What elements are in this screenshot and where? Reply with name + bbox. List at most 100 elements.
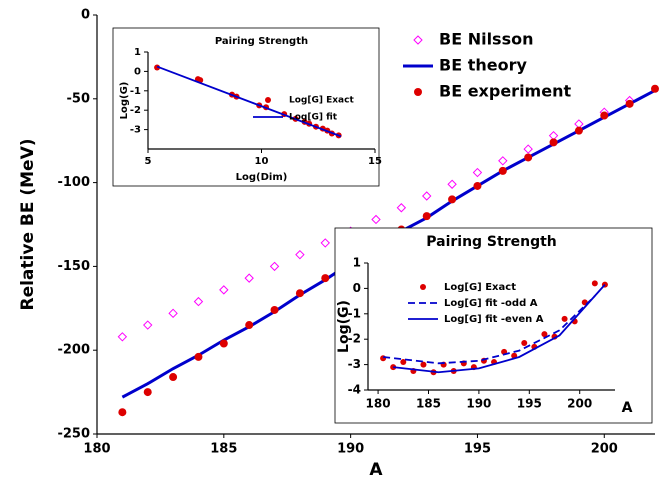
point xyxy=(561,315,568,322)
y-tick-label: -3 xyxy=(130,125,141,136)
y-axis-label: Log(G) xyxy=(119,82,130,120)
x-tick-label: 185 xyxy=(416,397,441,411)
point xyxy=(193,296,204,307)
point xyxy=(574,126,583,135)
point xyxy=(472,167,483,178)
x-tick-label: 195 xyxy=(517,397,542,411)
legend-swatch xyxy=(414,88,422,96)
point xyxy=(523,144,533,154)
point xyxy=(245,321,254,330)
point xyxy=(295,289,304,298)
x-tick-label: 190 xyxy=(337,442,364,457)
inset-title: Pairing Strength xyxy=(215,36,308,47)
x-tick-label: 5 xyxy=(145,156,152,167)
inset-frame xyxy=(334,227,653,424)
point xyxy=(549,138,558,147)
series-line xyxy=(393,283,606,374)
point xyxy=(270,305,279,314)
series-line xyxy=(383,295,596,365)
legend-swatch xyxy=(265,97,271,103)
point xyxy=(269,261,280,272)
legend-label: Log[G] Exact xyxy=(289,96,354,106)
point xyxy=(244,273,254,283)
x-tick-label: 190 xyxy=(466,397,491,411)
y-tick-label: -1 xyxy=(130,86,141,97)
point xyxy=(447,179,457,189)
x-tick-label: 10 xyxy=(255,156,269,167)
y-tick-label: 0 xyxy=(81,8,90,23)
legend-label: Log[G] Exact xyxy=(444,282,516,293)
point xyxy=(591,280,598,287)
point xyxy=(371,214,381,225)
y-tick-label: -3 xyxy=(348,357,361,371)
legend-label: Log[G] fit xyxy=(289,113,338,123)
point xyxy=(118,408,127,417)
inset-title: Pairing Strength xyxy=(426,234,557,250)
point xyxy=(320,238,330,248)
y-tick-label: -150 xyxy=(57,259,90,274)
x-tick-label: 15 xyxy=(368,156,382,167)
y-tick-label: -50 xyxy=(67,91,91,106)
point xyxy=(473,181,482,190)
point xyxy=(498,166,507,175)
y-tick-label: -100 xyxy=(57,175,90,190)
point xyxy=(321,274,330,283)
x-tick-label: 195 xyxy=(464,442,491,457)
y-tick-label: -2 xyxy=(348,332,361,346)
point xyxy=(143,388,152,397)
point xyxy=(498,156,508,166)
point xyxy=(396,203,407,213)
point xyxy=(422,191,432,201)
point xyxy=(625,99,634,108)
y-tick-label: -1 xyxy=(348,306,361,320)
point xyxy=(169,373,178,382)
point xyxy=(422,212,431,221)
legend-swatch xyxy=(413,35,423,45)
point xyxy=(143,320,153,330)
point xyxy=(448,195,457,204)
point xyxy=(524,153,533,162)
legend-label: BE Nilsson xyxy=(439,30,533,49)
x-tick-label: 200 xyxy=(591,442,618,457)
y-tick-label: -200 xyxy=(57,343,90,358)
x-axis-label: Log(Dim) xyxy=(236,172,288,183)
x-axis-label: A xyxy=(622,400,633,416)
x-tick-label: 180 xyxy=(83,442,110,457)
point xyxy=(117,332,128,342)
legend-swatch xyxy=(420,284,426,290)
y-tick-label: -2 xyxy=(130,105,141,116)
legend-label: Log[G] fit -odd A xyxy=(444,298,538,309)
point xyxy=(541,331,548,338)
legend-label: BE theory xyxy=(439,56,527,75)
y-axis-label: Relative BE (MeV) xyxy=(18,138,38,310)
x-tick-label: 180 xyxy=(366,397,391,411)
point xyxy=(600,111,609,120)
legend-label: Log[G] fit -even A xyxy=(444,314,544,325)
series-line xyxy=(156,65,342,138)
point xyxy=(380,355,387,362)
y-tick-label: -250 xyxy=(57,427,90,442)
y-axis-label: Log(G) xyxy=(336,300,352,353)
point xyxy=(420,361,427,368)
y-tick-label: -4 xyxy=(348,383,361,397)
point xyxy=(219,339,228,348)
y-tick-label: 0 xyxy=(134,66,141,77)
point xyxy=(154,64,161,71)
y-tick-label: 1 xyxy=(134,47,141,58)
x-axis-label: A xyxy=(369,460,383,480)
point xyxy=(651,84,659,93)
inset-frame xyxy=(112,27,380,187)
point xyxy=(168,308,178,319)
point xyxy=(295,249,305,260)
x-tick-label: 200 xyxy=(567,397,592,411)
legend-label: BE experiment xyxy=(439,82,571,101)
y-tick-label: 1 xyxy=(353,256,361,270)
point xyxy=(400,359,407,366)
point xyxy=(219,285,229,295)
x-tick-label: 185 xyxy=(210,442,237,457)
y-tick-label: 0 xyxy=(353,281,361,295)
point xyxy=(194,352,203,361)
point xyxy=(521,340,528,347)
